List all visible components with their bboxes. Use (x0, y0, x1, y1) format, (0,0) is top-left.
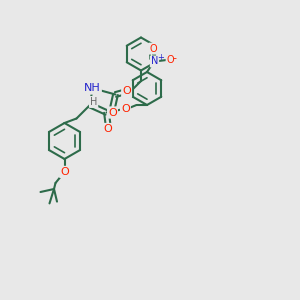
Text: H: H (90, 97, 97, 107)
Text: O: O (108, 107, 117, 118)
Text: N: N (151, 56, 158, 67)
Text: NH: NH (84, 83, 101, 94)
Text: O: O (122, 86, 131, 97)
Text: O: O (103, 124, 112, 134)
Text: O: O (121, 104, 130, 115)
Text: +: + (157, 52, 164, 62)
Text: O: O (167, 55, 174, 65)
Text: O: O (149, 44, 157, 54)
Text: O: O (60, 167, 69, 177)
Text: -: - (173, 53, 177, 64)
